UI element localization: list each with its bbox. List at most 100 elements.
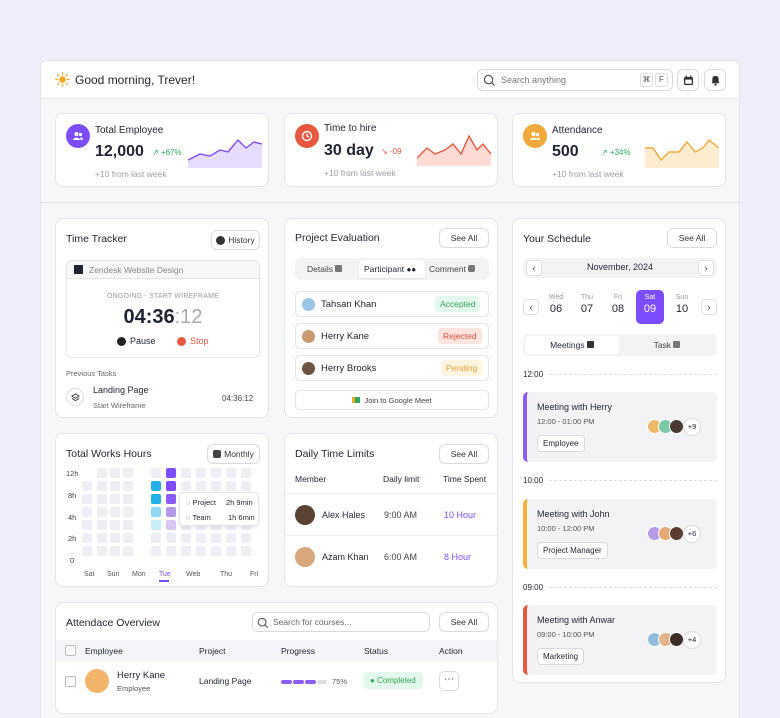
heatmap-cell — [97, 507, 107, 517]
search-placeholder: Search anything — [501, 75, 567, 85]
participant-row[interactable]: Herry Brooks Pending — [295, 355, 489, 381]
more-attendees: +4 — [683, 631, 701, 649]
more-actions-button[interactable]: ⋯ — [439, 671, 459, 691]
see-all-button[interactable]: See All — [439, 612, 489, 632]
card-title: Daily Time Limits — [295, 448, 375, 460]
meeting-card[interactable]: Meeting with John 10:00 - 12:00 PM Proje… — [523, 499, 717, 569]
progress-segment — [305, 680, 316, 684]
tab-comment-label: Comment — [429, 264, 466, 274]
course-search-input[interactable]: Search for courses... — [252, 612, 430, 632]
next-month-button[interactable]: › — [698, 260, 714, 276]
row-checkbox[interactable] — [65, 676, 76, 687]
column-header: Employee — [85, 646, 123, 656]
progress-segment-empty — [317, 680, 327, 684]
divider — [285, 535, 497, 536]
select-all-checkbox[interactable] — [65, 645, 76, 656]
heatmap-cell — [226, 546, 236, 556]
meeting-time: 10:00 - 12:00 PM — [537, 524, 595, 533]
x-label-underline — [159, 580, 169, 582]
card-title: Total Works Hours — [66, 448, 152, 460]
search-icon — [257, 617, 269, 629]
tab-participant[interactable]: Participant ●● — [359, 260, 425, 278]
day-number: 09 — [643, 303, 657, 315]
stop-button[interactable]: Stop — [177, 336, 209, 346]
day-cell-selected[interactable]: Sat 09 — [636, 290, 664, 324]
month-nav: ‹ November, 2024 › — [523, 258, 717, 278]
history-label: History — [228, 235, 255, 245]
day-cell[interactable]: Thu 07 — [576, 294, 598, 315]
prev-month-button[interactable]: ‹ — [526, 260, 542, 276]
users-icon — [523, 124, 547, 148]
tab-details-label: Details — [307, 264, 333, 274]
next-week-button[interactable]: › — [701, 299, 717, 315]
task-time: 04:36:12 — [222, 394, 254, 403]
heatmap-cell — [82, 481, 92, 491]
stat-title: Total Employee — [95, 125, 164, 136]
attendance-overview-card: Attendace Overview Search for courses...… — [55, 602, 498, 714]
heatmap-cell — [166, 468, 176, 478]
google-meet-icon — [352, 397, 361, 403]
member-name: Alex Hales — [322, 510, 366, 520]
heatmap-cell — [151, 481, 161, 491]
see-all-button[interactable]: See All — [439, 444, 489, 464]
heatmap-cell — [123, 546, 133, 556]
kbd-f: F — [655, 73, 668, 87]
trend-down-icon: ↘ — [381, 147, 388, 156]
meeting-icon — [586, 341, 594, 348]
stat-change-value: -09 — [389, 147, 402, 156]
stat-card-attendance: Attendance 500 ↗ +34% +10 from last week — [512, 113, 726, 187]
sparkline-time-to-hire — [417, 134, 491, 166]
day-cell[interactable]: Wed 06 — [545, 294, 567, 315]
time-divider — [549, 374, 717, 375]
comment-icon — [468, 265, 476, 272]
tab-meetings[interactable]: Meetings — [525, 336, 619, 354]
monthly-filter-button[interactable]: Monthly — [207, 444, 260, 464]
search-box[interactable]: Search anything ⌘ F — [477, 69, 673, 91]
column-header: Status — [364, 646, 389, 656]
sun-icon — [55, 72, 70, 87]
participant-row[interactable]: Tahsan Khan Accepted — [295, 291, 489, 317]
calendar-button[interactable] — [677, 69, 699, 91]
stat-foot: +10 from last week — [95, 169, 167, 179]
day-cell[interactable]: Sun 10 — [671, 294, 693, 315]
tab-details[interactable]: Details — [307, 264, 343, 274]
chevron-left-icon: ‹ — [529, 302, 533, 312]
progress-segment — [293, 680, 304, 684]
pause-button[interactable]: Pause — [117, 336, 156, 346]
users-icon: ●● — [406, 265, 417, 274]
google-meet-button[interactable]: Join to Google Meet — [295, 390, 489, 410]
heatmap-cell — [123, 507, 133, 517]
heatmap-cell — [82, 533, 92, 543]
employee-role: Employee — [117, 684, 151, 693]
hours-tooltip: ○ Project 2h 9min ○ Team 1h 6min — [179, 492, 259, 526]
heatmap-cell — [82, 494, 92, 504]
heatmap-cell — [196, 546, 206, 556]
see-all-button[interactable]: See All — [667, 228, 717, 248]
avatar — [669, 526, 684, 541]
prev-week-button[interactable]: ‹ — [523, 299, 539, 315]
chevron-right-icon: › — [704, 263, 708, 273]
divider — [285, 493, 497, 494]
heatmap-cell — [110, 507, 120, 517]
meeting-title: Meeting with Anwar — [537, 615, 616, 625]
tooltip-label: Team — [192, 513, 211, 522]
heatmap-cell — [97, 520, 107, 530]
tab-task[interactable]: Task — [619, 336, 715, 354]
heatmap-cell — [211, 481, 221, 491]
history-button[interactable]: History — [211, 230, 260, 250]
participant-row[interactable]: Herry Kane Rejected — [295, 323, 489, 349]
meeting-card[interactable]: Meeting with Herry 12:00 - 01:00 PM Empl… — [523, 392, 717, 462]
see-all-button[interactable]: See All — [439, 228, 489, 248]
card-title: Attendace Overview — [66, 617, 160, 629]
meeting-card[interactable]: Meeting with Anwar 09:00 - 10:00 PM Mark… — [523, 605, 717, 675]
heatmap-cell — [97, 494, 107, 504]
heatmap-cell — [166, 507, 176, 517]
column-header: Time Spent — [443, 474, 487, 484]
meeting-tag: Marketing — [537, 648, 585, 665]
heatmap-cell — [82, 546, 92, 556]
schedule-tabs: Meetings Task — [523, 334, 717, 356]
tab-comment[interactable]: Comment — [429, 264, 476, 274]
notification-button[interactable] — [704, 69, 726, 91]
day-cell[interactable]: Fri 08 — [607, 294, 629, 315]
more-attendees: +6 — [683, 525, 701, 543]
